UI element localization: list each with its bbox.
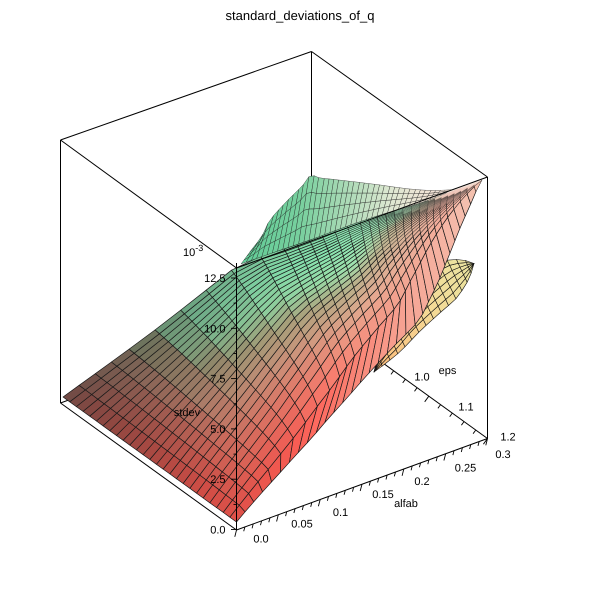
svg-text:0.2: 0.2	[414, 476, 429, 488]
svg-text:2.5: 2.5	[210, 474, 225, 486]
svg-text:10.0: 10.0	[204, 323, 225, 335]
svg-text:0.1: 0.1	[333, 507, 348, 519]
svg-text:7.5: 7.5	[210, 374, 225, 386]
svg-text:alfab: alfab	[394, 498, 418, 510]
svg-text:1.1: 1.1	[458, 402, 473, 414]
svg-text:stdev: stdev	[174, 407, 201, 419]
svg-text:0.25: 0.25	[455, 463, 476, 475]
svg-text:0.05: 0.05	[291, 519, 312, 531]
svg-text:1.0: 1.0	[414, 372, 429, 384]
svg-text:5.0: 5.0	[210, 424, 225, 436]
svg-text:0.0: 0.0	[210, 525, 225, 537]
svg-text:0.0: 0.0	[253, 534, 268, 546]
svg-text:0.15: 0.15	[372, 489, 393, 501]
svg-text:12.5: 12.5	[204, 273, 225, 285]
svg-text:standard_deviations_of_q: standard_deviations_of_q	[226, 8, 375, 23]
svg-text:1.2: 1.2	[500, 432, 515, 444]
svg-text:eps: eps	[439, 365, 457, 377]
svg-text:0.3: 0.3	[495, 449, 510, 461]
